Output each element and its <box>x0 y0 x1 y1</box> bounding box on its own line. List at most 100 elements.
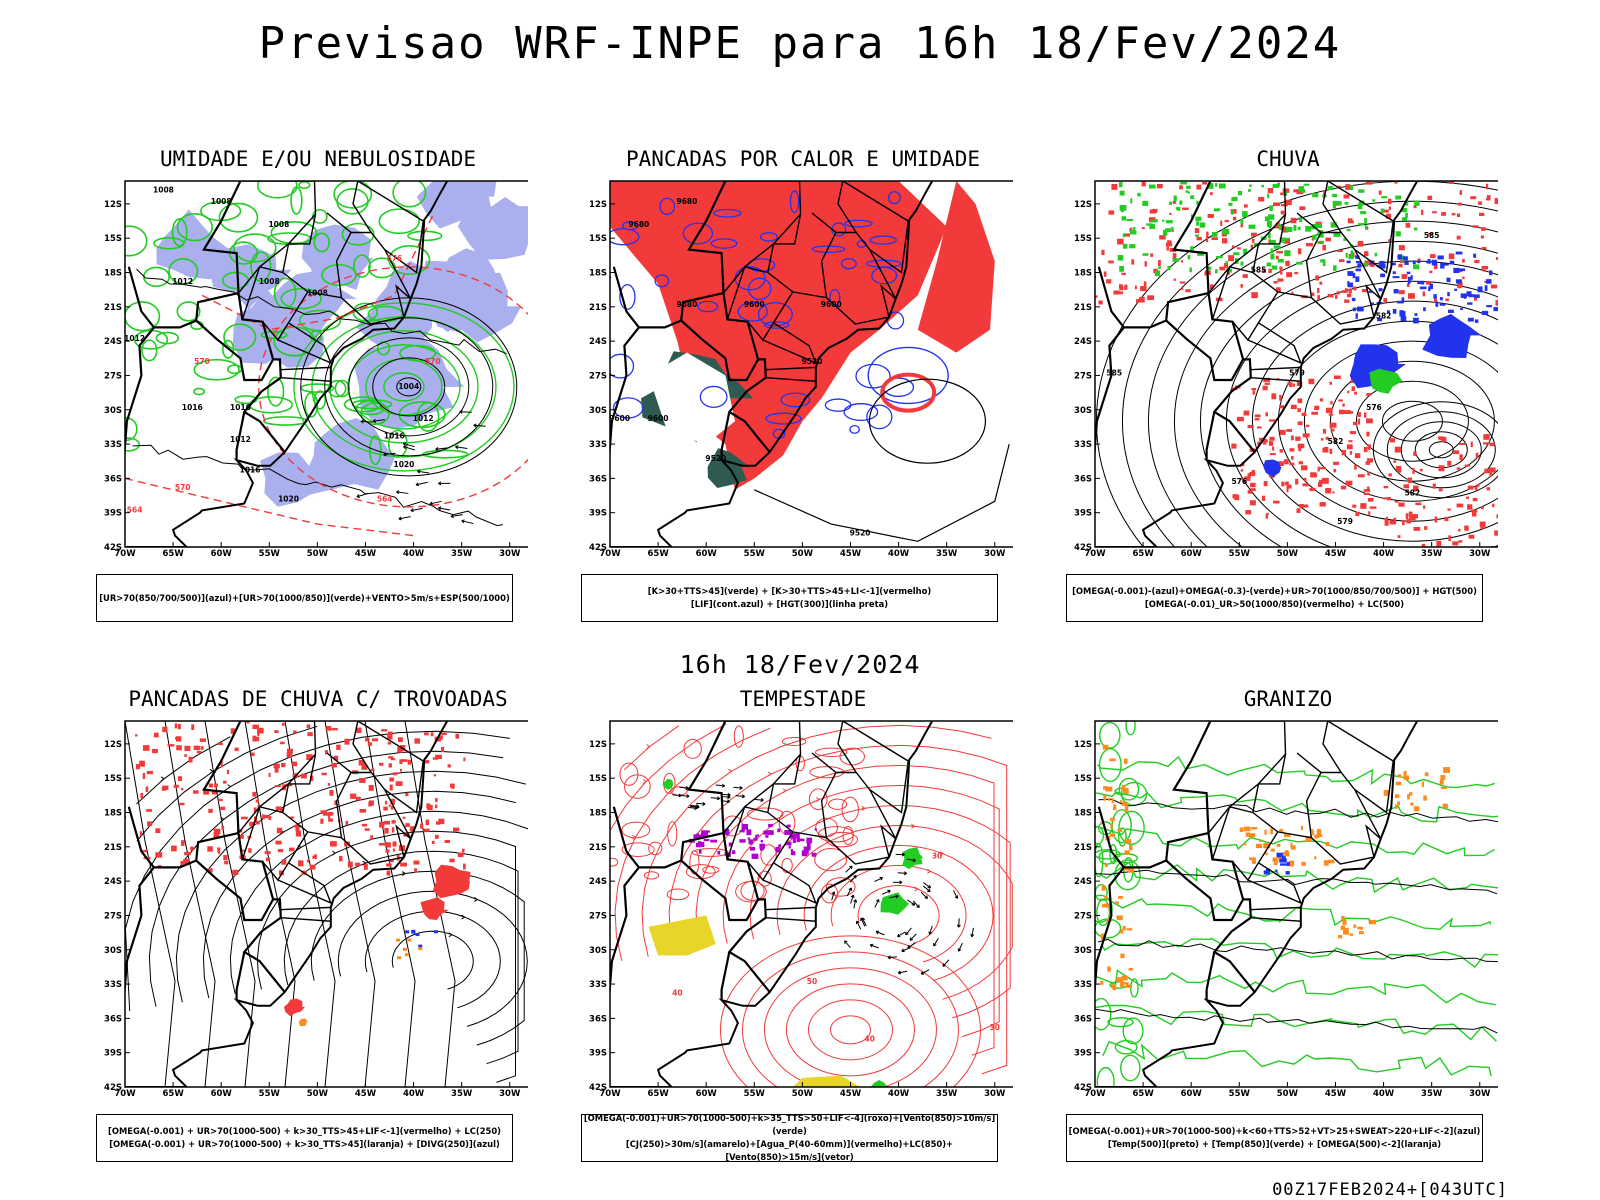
thunder-area-red <box>140 849 148 853</box>
lon-tick-label: 35W <box>1421 1089 1443 1099</box>
omega-area-orange <box>1413 806 1420 812</box>
hail-area-blue <box>1275 869 1278 873</box>
panel-legend: [UR>70(850/700/500)](azul)+[UR>70(1000/8… <box>96 574 513 622</box>
thunder-area-red <box>390 798 395 805</box>
storm-area-purple <box>748 839 754 845</box>
streamline-850 <box>742 951 959 1087</box>
rain-area-red <box>1352 504 1357 508</box>
thunder-area-red <box>255 799 259 803</box>
contour-label: 1008 <box>259 277 280 286</box>
thunder-area-red <box>400 768 403 772</box>
rain-area-blue <box>1435 301 1439 307</box>
temp850-contour <box>1095 826 1105 845</box>
rain-area-red <box>1432 483 1436 489</box>
rain-area-red <box>1280 269 1283 275</box>
storm-area-purple <box>693 834 699 839</box>
rain-area-blue <box>1427 258 1431 264</box>
contour-label: 40 <box>672 989 682 998</box>
thunder-area-red <box>306 724 311 729</box>
rain-area-red <box>1329 422 1337 428</box>
contour-label: 9680 <box>677 300 698 309</box>
thunder-area-red <box>383 806 388 811</box>
contour-label: 1012 <box>230 435 251 444</box>
streamline-850 <box>610 723 727 831</box>
rain-area-red <box>1211 237 1218 240</box>
rain-area-green <box>1137 192 1141 197</box>
omega-area-orange <box>1442 803 1448 809</box>
rain-area-green <box>1173 195 1177 202</box>
rain-area-red <box>1256 426 1262 429</box>
rain-area-red <box>1406 518 1411 524</box>
rain-area-red <box>1222 238 1228 244</box>
rain-area-green <box>1372 199 1376 202</box>
thunder-area-red <box>405 823 410 827</box>
rain-area-red <box>1159 235 1166 240</box>
rain-area-red <box>1302 504 1309 508</box>
rain-area-green <box>1350 250 1354 256</box>
water-contour <box>757 870 772 887</box>
rain-area-green <box>1345 252 1348 258</box>
rain-area-red <box>1295 478 1299 485</box>
state-border <box>837 181 909 274</box>
water-contour <box>702 865 720 874</box>
streamline-arrow <box>332 850 337 856</box>
thunder-area-red <box>288 847 295 852</box>
rain-area-red <box>1406 283 1410 287</box>
streamline-arrow <box>461 914 466 920</box>
lif-contour <box>619 283 636 310</box>
rain-area-red <box>1338 409 1345 415</box>
rain-area-green <box>1350 184 1354 190</box>
lat-tick-label: 33S <box>1074 440 1092 450</box>
rain-area-red <box>1344 410 1351 414</box>
thunder-area-red <box>147 821 153 827</box>
thunder-area-red <box>433 774 437 777</box>
streamline <box>204 721 256 1087</box>
rain-area-green <box>1240 261 1244 266</box>
wind-vector <box>710 797 720 800</box>
rain-area-green <box>1266 220 1272 227</box>
thunder-area-red <box>391 820 396 824</box>
thunder-area-red <box>333 755 339 761</box>
rain-area-green <box>1132 226 1136 232</box>
thunder-area-red <box>389 777 395 782</box>
rain-area-red <box>1448 535 1451 542</box>
rain-area-blue <box>1355 276 1360 282</box>
lat-tick-label: 39S <box>104 509 122 519</box>
thunder-area-red <box>155 852 163 858</box>
rain-area-red <box>1495 300 1498 306</box>
wind-area-green <box>902 847 924 870</box>
streamline <box>229 810 528 994</box>
rain-area-green <box>1413 227 1418 231</box>
lat-tick-label: 15S <box>1074 774 1092 784</box>
omega-area-orange <box>1103 786 1108 790</box>
map-background <box>610 721 1013 1087</box>
storm-area-purple <box>728 842 733 847</box>
rain-area-red <box>1284 459 1289 465</box>
omega-area-orange <box>1121 785 1126 791</box>
rain-area-red <box>1295 436 1301 441</box>
rain-area-red <box>1108 260 1114 264</box>
rain-area-green <box>1187 255 1191 260</box>
rain-area-red <box>1401 274 1408 279</box>
omega-area-orange <box>1309 828 1314 832</box>
rain-area-red <box>1263 481 1268 487</box>
plot-frame <box>124 720 528 1088</box>
rain-area-red <box>1368 511 1371 515</box>
rain-area-red <box>1279 405 1285 409</box>
rain-area-red <box>1171 229 1174 232</box>
rain-area-red <box>1117 238 1124 245</box>
omega-area-orange <box>1342 919 1347 925</box>
thunder-area-red <box>320 818 324 824</box>
rain-area-green <box>1358 223 1365 226</box>
rain-area-blue <box>1489 270 1493 276</box>
streamline <box>284 721 336 1087</box>
wind-vector <box>846 887 852 897</box>
lon-tick-label: 60W <box>1181 549 1203 559</box>
divergence-area <box>411 929 416 933</box>
rain-area-red <box>1309 487 1316 491</box>
thunder-area-red <box>213 832 220 838</box>
panel-title: CHUVA <box>1256 147 1320 171</box>
rain-area-red <box>1315 275 1320 281</box>
temp850-contour <box>1125 721 1136 736</box>
